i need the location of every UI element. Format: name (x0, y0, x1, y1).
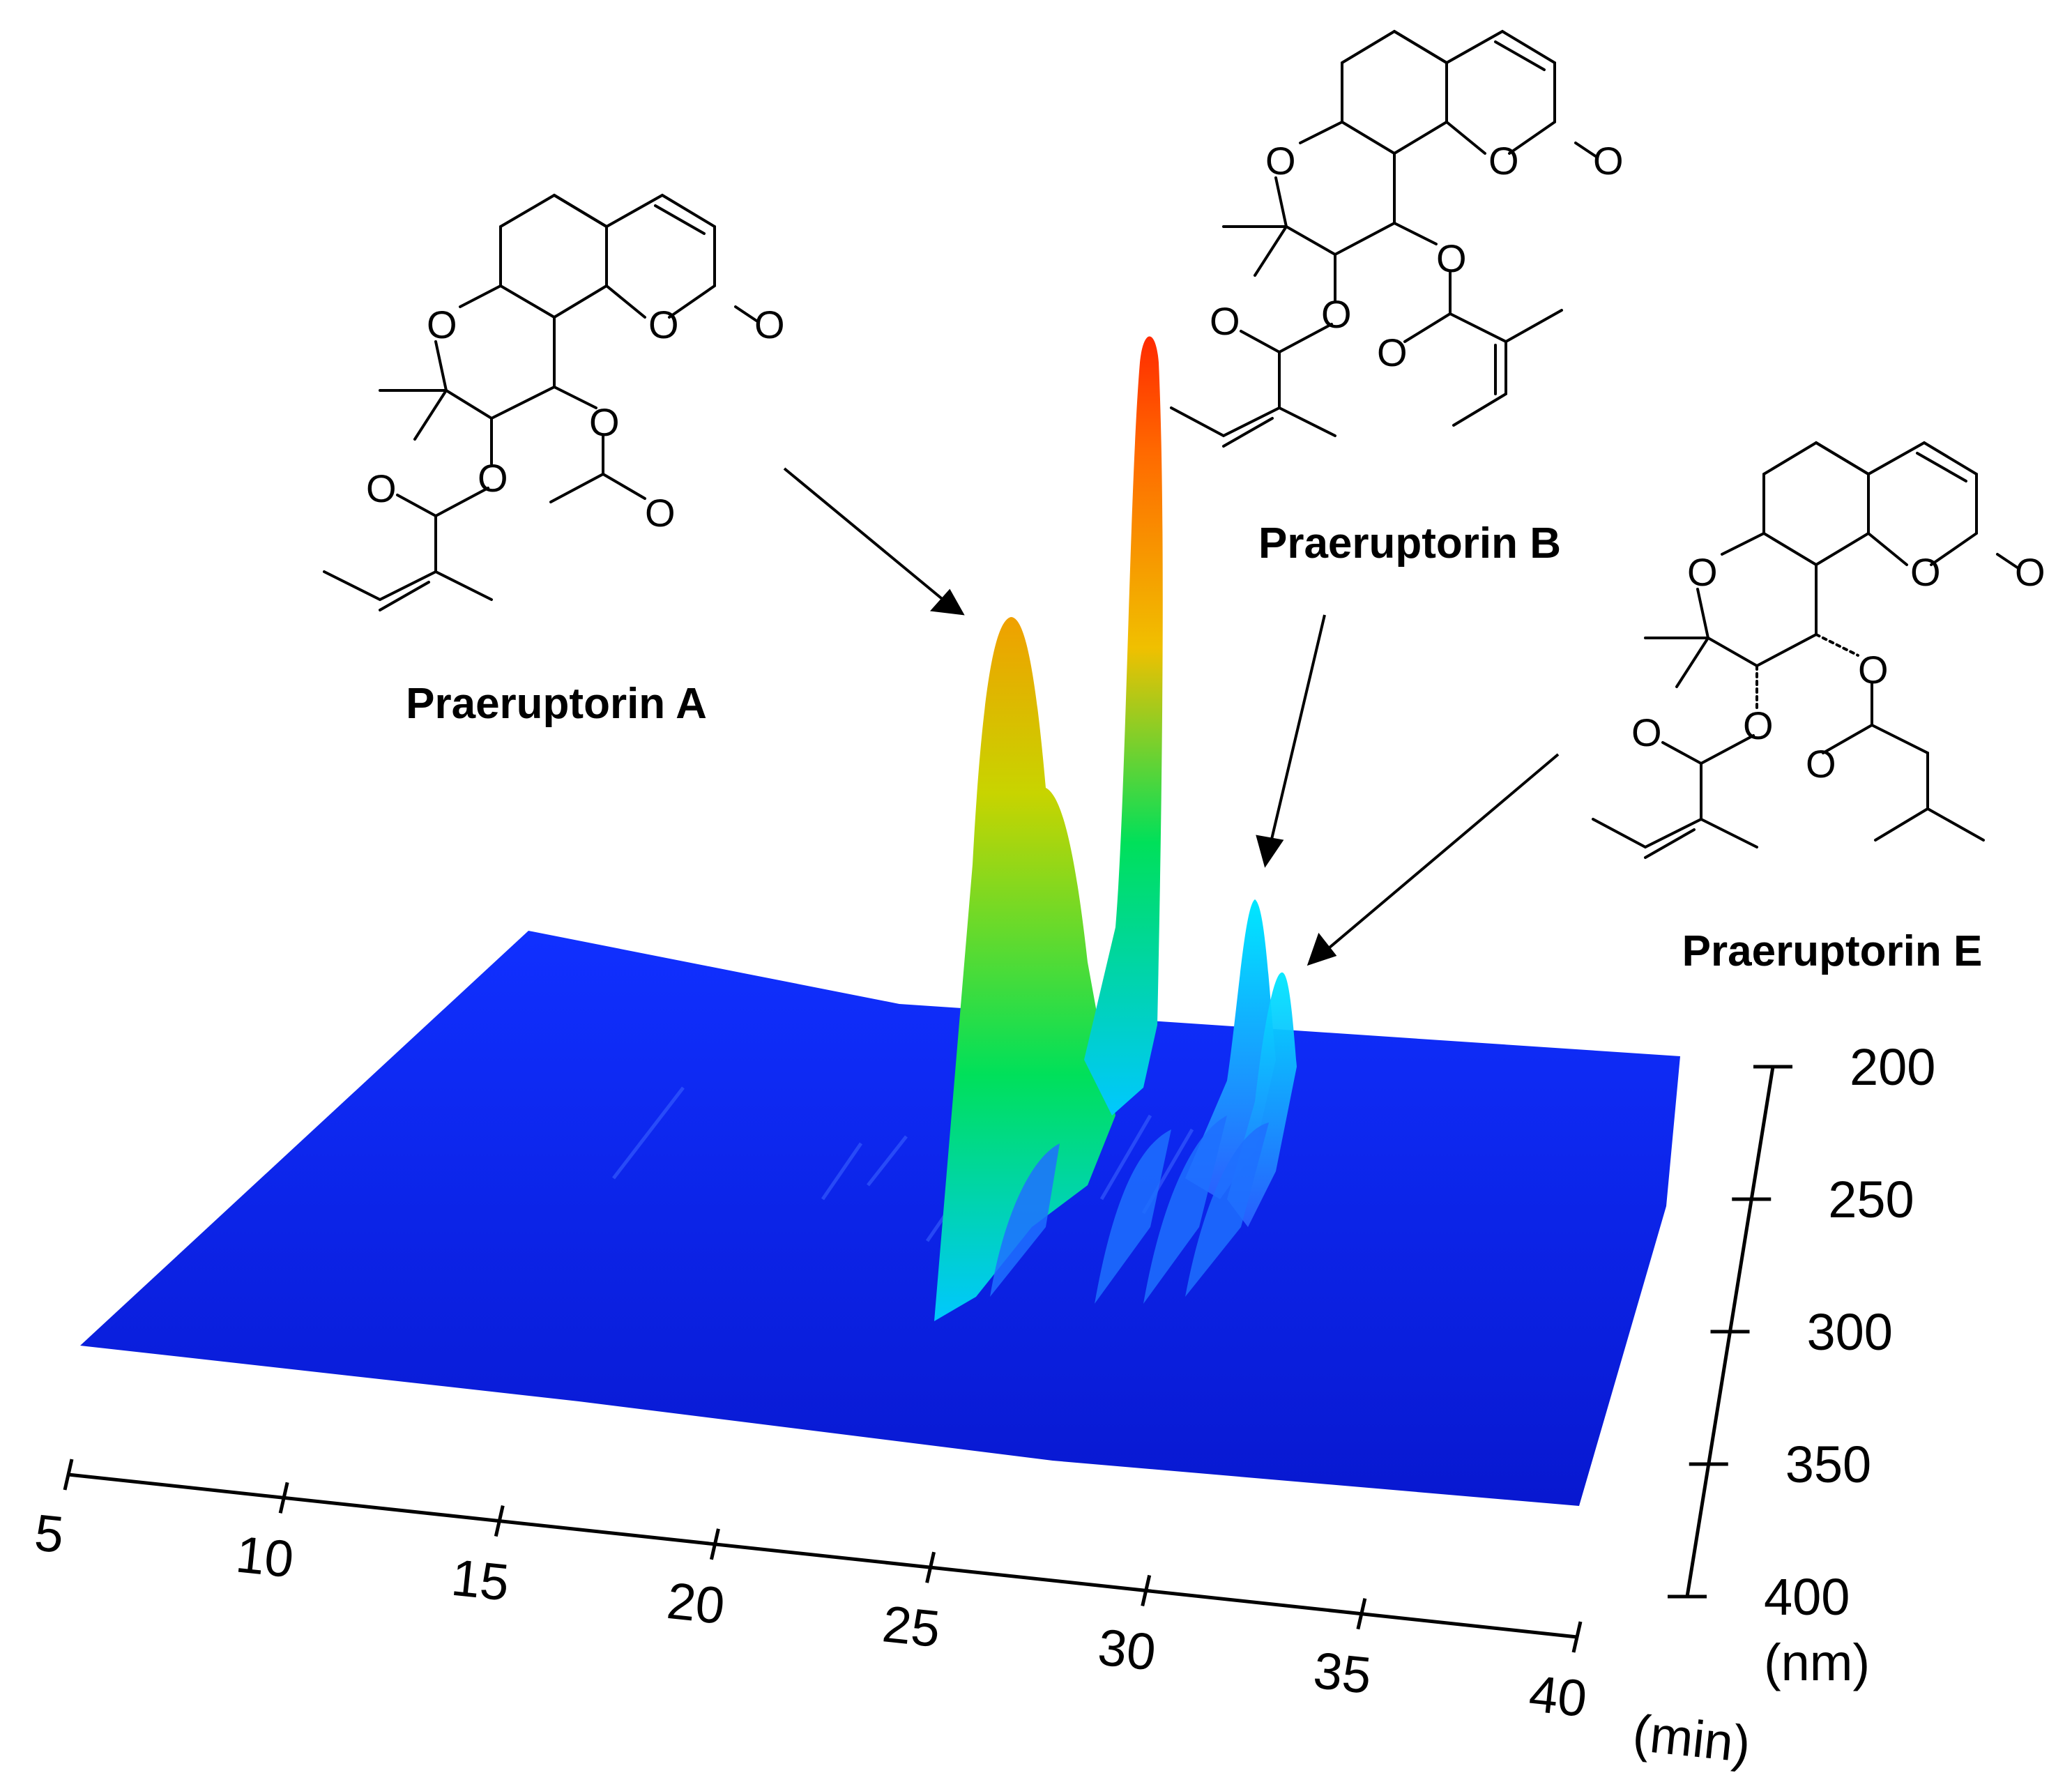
structure-praeruptorin-e: O O O O O O O (1592, 441, 2046, 859)
peak-main (1084, 336, 1163, 1116)
atom-o: O (1265, 139, 1296, 183)
label-praeruptorin-b: Praeruptorin B (1258, 519, 1561, 568)
peak-praeruptorin-a (934, 617, 1115, 1321)
atom-o: O (648, 303, 679, 347)
wavelength-axis-unit: (nm) (1764, 1634, 1870, 1691)
atom-o: O (754, 303, 785, 347)
wavelength-axis-tick-label: 200 (1850, 1038, 1935, 1096)
atom-o: O (366, 466, 397, 510)
time-axis-tick (1356, 1598, 1367, 1630)
time-axis-tick-label: 30 (1095, 1617, 1159, 1681)
wavelength-axis-tick-label: 250 (1828, 1171, 1914, 1228)
time-axis-line (68, 1472, 1578, 1639)
structure-praeruptorin-b: O O O O O O O (1170, 29, 1624, 448)
time-axis-tick-label: 15 (449, 1548, 512, 1612)
atom-o: O (1488, 139, 1519, 183)
time-axis-tick-label: 10 (234, 1525, 297, 1588)
time-axis-tick (925, 1551, 936, 1583)
atom-o: O (1687, 550, 1718, 594)
atom-o: O (645, 491, 676, 535)
wavelength-axis-tick-label: 400 (1764, 1568, 1850, 1626)
time-axis: (min) 5 10 15 20 25 30 35 40 (32, 1459, 1753, 1774)
time-axis-tick (709, 1528, 720, 1560)
time-axis-tick-label: 40 (1526, 1664, 1590, 1728)
annotation-arrows (783, 467, 1560, 966)
time-axis-tick-label: 5 (32, 1503, 67, 1564)
time-axis-tick (278, 1482, 289, 1514)
time-axis-tick-label: 25 (880, 1594, 943, 1658)
atom-o: O (1910, 550, 1941, 594)
peak-ridges (990, 1116, 1269, 1304)
time-axis-tick-label: 20 (664, 1571, 728, 1635)
atom-o: O (1593, 139, 1624, 183)
atom-o: O (1377, 330, 1408, 374)
atom-o: O (1806, 742, 1836, 786)
atom-o: O (478, 456, 508, 500)
atom-o: O (1210, 299, 1240, 343)
atom-o: O (1858, 648, 1889, 692)
atom-o: O (1321, 292, 1352, 336)
wavelength-axis-tick-label: 300 (1807, 1303, 1893, 1361)
label-praeruptorin-e: Praeruptorin E (1682, 927, 1983, 975)
time-axis-tick (494, 1505, 505, 1537)
atom-o: O (1743, 703, 1774, 747)
label-praeruptorin-a: Praeruptorin A (406, 680, 707, 728)
wavelength-axis: (nm) 200 250 300 350 400 (1668, 1038, 1935, 1691)
time-axis-tick-label: 35 (1311, 1641, 1374, 1705)
atom-o: O (589, 400, 620, 444)
time-axis-tick (1141, 1574, 1152, 1606)
atom-o: O (427, 303, 457, 347)
atom-o: O (1436, 236, 1467, 280)
wavelength-axis-tick-label: 350 (1785, 1436, 1871, 1493)
structure-praeruptorin-a: O O O O O O O (323, 193, 785, 611)
time-axis-tick (1571, 1621, 1583, 1653)
surface-floor (80, 931, 1680, 1506)
atom-o: O (1631, 710, 1662, 754)
time-axis-unit: (min) (1630, 1703, 1753, 1773)
atom-o: O (2015, 550, 2046, 594)
time-axis-tick (63, 1459, 74, 1491)
